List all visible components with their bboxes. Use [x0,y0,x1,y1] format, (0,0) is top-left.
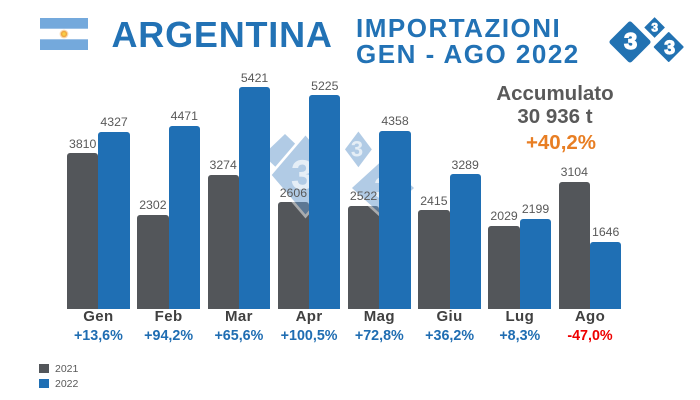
svg-text:3: 3 [351,137,363,162]
svg-text:3: 3 [291,151,314,198]
svg-text:3: 3 [664,37,675,59]
svg-text:3: 3 [651,21,658,35]
svg-text:3: 3 [624,28,637,54]
